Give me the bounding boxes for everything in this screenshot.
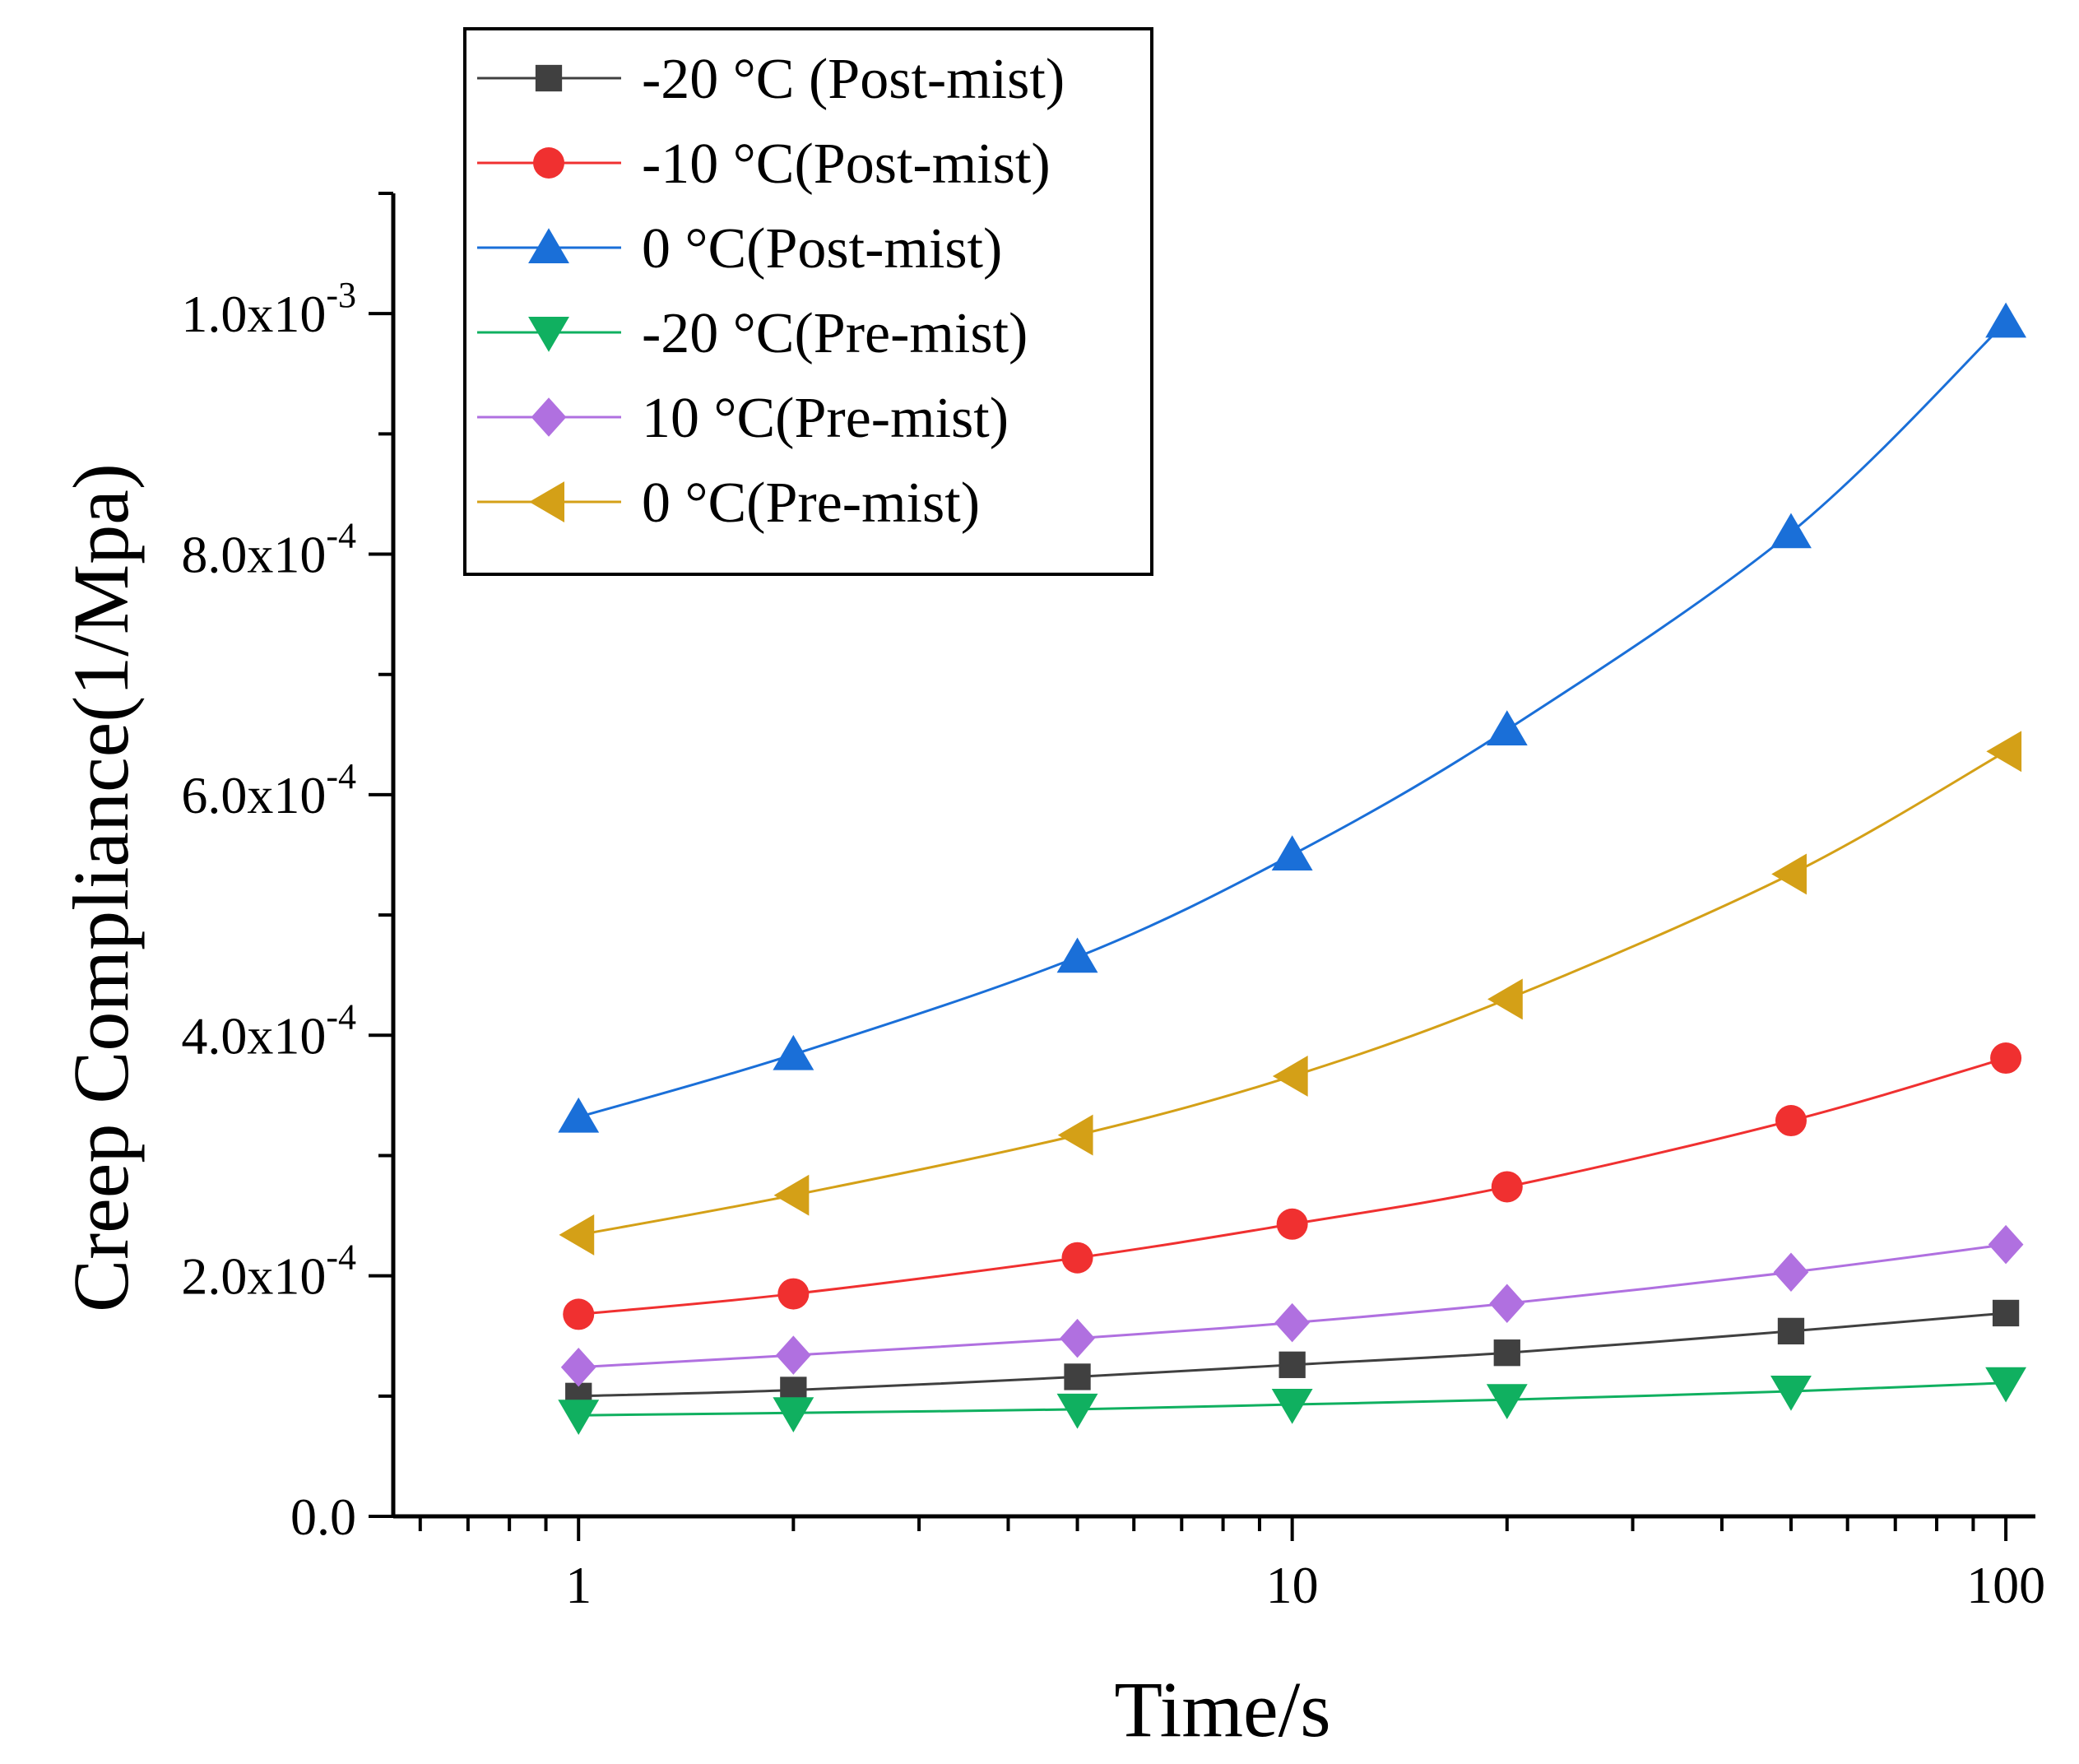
legend-label: -20 °C(Pre-mist)	[642, 302, 1028, 365]
data-point	[1271, 835, 1313, 870]
legend-label: 10 °C(Pre-mist)	[642, 387, 1009, 450]
series-3	[558, 302, 2027, 1133]
data-point	[1992, 1299, 2020, 1327]
data-point	[1985, 1367, 2027, 1403]
data-point	[1770, 513, 1812, 549]
data-point	[1064, 1363, 1091, 1390]
x-axis-title: Time/s	[1114, 1665, 1330, 1753]
y-ticks: 0.0 2.0x10-4 4.0x10-4 6.0x10-4 8.0x10-4 1.0x1…	[181, 192, 393, 1546]
legend-box	[463, 27, 1153, 576]
y-axis-title: Creep Compliance(1/Mpa)	[57, 463, 145, 1312]
data-point	[1489, 1284, 1525, 1324]
data-point	[1775, 1105, 1807, 1137]
y-tick-label: 0.0	[290, 1488, 356, 1546]
legend-label: -20 °C (Post-mist)	[642, 48, 1065, 111]
y-tick-label: 8.0x10-4	[181, 516, 356, 584]
legend-label: -10 °C(Post-mist)	[642, 132, 1051, 196]
x-ticks: 1 10 100	[418, 1516, 2045, 1614]
legend-label: 0 °C(Post-mist)	[642, 217, 1002, 281]
data-point	[773, 1397, 814, 1433]
data-point	[1777, 1317, 1805, 1345]
series-6	[559, 731, 2022, 1256]
series-5	[560, 1224, 2024, 1387]
data-point	[1272, 1056, 1308, 1097]
data-point	[773, 1174, 810, 1216]
data-point	[558, 1400, 600, 1435]
legend-marker	[531, 397, 567, 437]
series-layer	[558, 302, 2027, 1435]
data-point	[1276, 1208, 1308, 1240]
data-point	[1985, 302, 2027, 338]
data-point	[773, 1034, 814, 1070]
data-point	[1061, 1242, 1093, 1274]
data-point	[1278, 1351, 1306, 1378]
data-point	[559, 1214, 595, 1256]
x-tick-label: 1	[565, 1556, 592, 1614]
data-point	[1487, 978, 1523, 1020]
legend-marker	[533, 147, 564, 179]
series-2	[563, 1042, 2022, 1330]
data-point	[775, 1335, 811, 1375]
data-point	[1773, 1252, 1809, 1293]
data-point	[1056, 1393, 1098, 1429]
legend-entry: 0 °C(Pre-mist)	[477, 471, 980, 535]
y-tick-label: 6.0x10-4	[181, 756, 356, 824]
legend-marker	[535, 64, 563, 92]
legend-entry: -10 °C(Post-mist)	[477, 132, 1051, 196]
data-point	[1056, 937, 1098, 973]
data-point	[1988, 1224, 2024, 1265]
data-point	[777, 1278, 810, 1310]
legend: -20 °C (Post-mist) -10 °C(Post-mist) 0 °C(…	[463, 27, 1153, 576]
legend-entry: 10 °C(Pre-mist)	[477, 387, 1009, 450]
x-tick-label: 100	[1966, 1556, 2045, 1614]
legend-entry: -20 °C(Pre-mist)	[477, 302, 1028, 365]
series-line	[578, 750, 2007, 1237]
data-point	[1771, 853, 1807, 895]
data-point	[1274, 1302, 1311, 1343]
legend-marker	[528, 228, 569, 263]
data-point	[563, 1298, 595, 1330]
data-point	[558, 1097, 600, 1133]
axes	[391, 193, 2035, 1519]
data-point	[1057, 1114, 1093, 1156]
data-point	[1486, 710, 1528, 745]
legend-marker	[529, 481, 564, 522]
y-tick-label: 2.0x10-4	[181, 1237, 356, 1306]
series-4	[558, 1367, 2027, 1435]
data-point	[1990, 1042, 2022, 1075]
data-point	[560, 1347, 596, 1387]
data-point	[1770, 1375, 1812, 1411]
x-tick-label: 10	[1266, 1556, 1319, 1614]
data-point	[1486, 1384, 1528, 1419]
y-tick-label: 4.0x10-4	[181, 996, 356, 1065]
legend-entry: 0 °C(Post-mist)	[477, 217, 1002, 281]
legend-label: 0 °C(Pre-mist)	[642, 471, 980, 535]
data-point	[1493, 1339, 1520, 1367]
y-tick-label: 1.0x10-3	[181, 275, 356, 343]
data-point	[1491, 1171, 1523, 1203]
legend-marker	[528, 317, 569, 352]
legend-entry: -20 °C (Post-mist)	[477, 48, 1065, 111]
data-point	[1271, 1389, 1313, 1424]
data-point	[1060, 1318, 1095, 1358]
data-point	[1986, 731, 2022, 773]
